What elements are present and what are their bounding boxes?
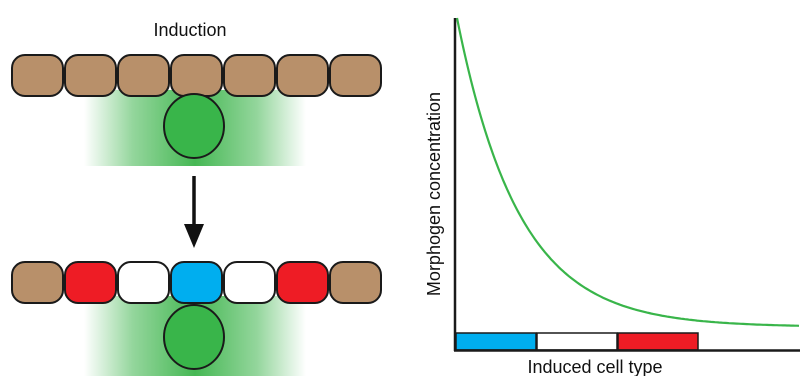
morphogen-concentration-curve xyxy=(455,17,800,327)
induced-cell-type-bands xyxy=(455,332,699,351)
cell-tan xyxy=(64,54,117,97)
inducer-cell-icon xyxy=(163,304,225,370)
title-induction: Induction xyxy=(153,20,226,40)
cell-tan xyxy=(170,54,223,97)
cell-tan xyxy=(11,54,64,97)
x-axis-label: Induced cell type xyxy=(527,357,662,376)
inducer-cell-icon xyxy=(163,93,225,159)
cell-red xyxy=(64,261,117,304)
band-blue xyxy=(455,332,537,351)
cell-tan xyxy=(329,54,382,97)
cell-tan xyxy=(11,261,64,304)
cell-blue xyxy=(170,261,223,304)
cell-row-before-induction xyxy=(11,54,382,97)
cell-tan xyxy=(117,54,170,97)
y-axis-label: Morphogen concentration xyxy=(424,92,444,296)
cell-white xyxy=(223,261,276,304)
cell-white xyxy=(117,261,170,304)
cell-red xyxy=(276,261,329,304)
cell-tan xyxy=(329,261,382,304)
cell-tan xyxy=(223,54,276,97)
concentration-graph: Morphogen concentration Induced cell typ… xyxy=(424,17,800,376)
cell-tan xyxy=(276,54,329,97)
cell-row-after-induction xyxy=(11,261,382,304)
bottom-panel xyxy=(11,261,382,376)
top-panel xyxy=(11,54,382,166)
band-white xyxy=(536,332,618,351)
band-red xyxy=(617,332,699,351)
down-arrow-icon xyxy=(184,176,204,248)
